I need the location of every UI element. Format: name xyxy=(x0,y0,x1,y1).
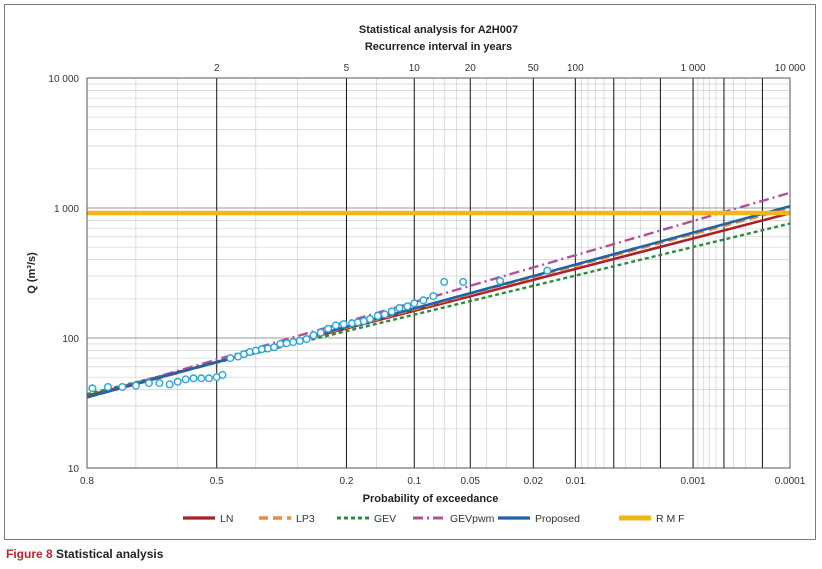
y-tick-label: 10 000 xyxy=(48,74,79,85)
chart-frame: Statistical analysis for A2H007 Recurrenc… xyxy=(4,4,816,540)
observed-point xyxy=(429,292,438,301)
figure-caption-text: Statistical analysis xyxy=(52,547,164,561)
observed-point xyxy=(218,370,227,379)
observed-point xyxy=(387,307,396,316)
chart-title: Statistical analysis for A2H007 xyxy=(359,24,518,36)
observed-point xyxy=(339,320,348,329)
observed-point xyxy=(276,339,285,348)
observed-point xyxy=(131,381,140,390)
observed-point xyxy=(331,321,340,330)
x-tick-label: 0.01 xyxy=(566,476,586,487)
x-axis-label: Probability of exceedance xyxy=(363,493,499,505)
observed-point xyxy=(380,310,389,319)
observed-point xyxy=(419,296,428,305)
observed-point xyxy=(289,338,298,347)
observed-point xyxy=(316,328,325,337)
observed-point xyxy=(189,374,198,383)
series-line-proposed xyxy=(86,205,791,399)
top-tick-label: 20 xyxy=(465,63,477,74)
figure-number: Figure 8 xyxy=(6,547,53,561)
chart: Statistical analysis for A2H007 Recurrenc… xyxy=(26,24,806,525)
legend-label: GEVpwm xyxy=(450,513,495,525)
x-tick-label: 0.1 xyxy=(407,476,421,487)
observed-point xyxy=(309,331,318,340)
y-tick-label: 1 000 xyxy=(54,204,79,215)
top-tick-label: 10 000 xyxy=(775,63,806,74)
y-tick-label: 10 xyxy=(68,464,80,475)
top-tick-label: 50 xyxy=(528,63,540,74)
observed-point xyxy=(270,343,279,352)
observed-point xyxy=(226,354,235,363)
x-tick-label: 0.5 xyxy=(210,476,224,487)
x-tick-label: 0.05 xyxy=(461,476,481,487)
observed-point xyxy=(197,374,206,383)
observed-point xyxy=(373,311,382,320)
observed-point xyxy=(324,324,333,333)
observed-point xyxy=(440,277,449,286)
observed-point xyxy=(543,266,552,275)
observed-point xyxy=(282,339,291,348)
top-tick-label: 2 xyxy=(214,63,220,74)
observed-point xyxy=(144,379,153,388)
legend-label: LN xyxy=(220,513,233,525)
observed-point xyxy=(395,304,404,313)
observed-point xyxy=(103,383,112,392)
observed-point xyxy=(118,383,127,392)
observed-point xyxy=(295,336,304,345)
legend-label: R M F xyxy=(656,513,685,525)
legend-label: LP3 xyxy=(296,513,315,525)
observed-point xyxy=(155,379,164,388)
top-tick-label: 10 xyxy=(409,63,421,74)
observed-point xyxy=(263,344,272,353)
x-tick-label: 0.001 xyxy=(681,476,706,487)
x-tick-label: 0.02 xyxy=(524,476,544,487)
y-axis-label: Q (m³/s) xyxy=(26,252,38,294)
figure-caption: Figure 8 Statistical analysis xyxy=(6,547,163,561)
legend-label: GEV xyxy=(374,513,396,525)
observed-point xyxy=(459,277,468,286)
series-line-gevpwm xyxy=(86,191,791,399)
observed-point xyxy=(410,299,419,308)
observed-point xyxy=(496,276,505,285)
top-tick-label: 100 xyxy=(567,63,584,74)
top-tick-label: 1 000 xyxy=(681,63,706,74)
x-tick-label: 0.0001 xyxy=(775,476,806,487)
chart-subtitle: Recurrence interval in years xyxy=(365,41,512,53)
x-tick-label: 0.2 xyxy=(340,476,354,487)
plot-area xyxy=(86,77,791,469)
observed-point xyxy=(165,380,174,389)
top-tick-label: 5 xyxy=(344,63,350,74)
observed-point xyxy=(204,374,213,383)
observed-point xyxy=(173,377,182,386)
observed-point xyxy=(302,335,311,344)
observed-point xyxy=(88,384,97,393)
observed-point xyxy=(366,315,375,324)
observed-point xyxy=(181,375,190,384)
legend-label: Proposed xyxy=(535,513,580,525)
x-tick-label: 0.8 xyxy=(80,476,94,487)
y-tick-label: 100 xyxy=(62,334,79,345)
observed-point xyxy=(403,302,412,311)
